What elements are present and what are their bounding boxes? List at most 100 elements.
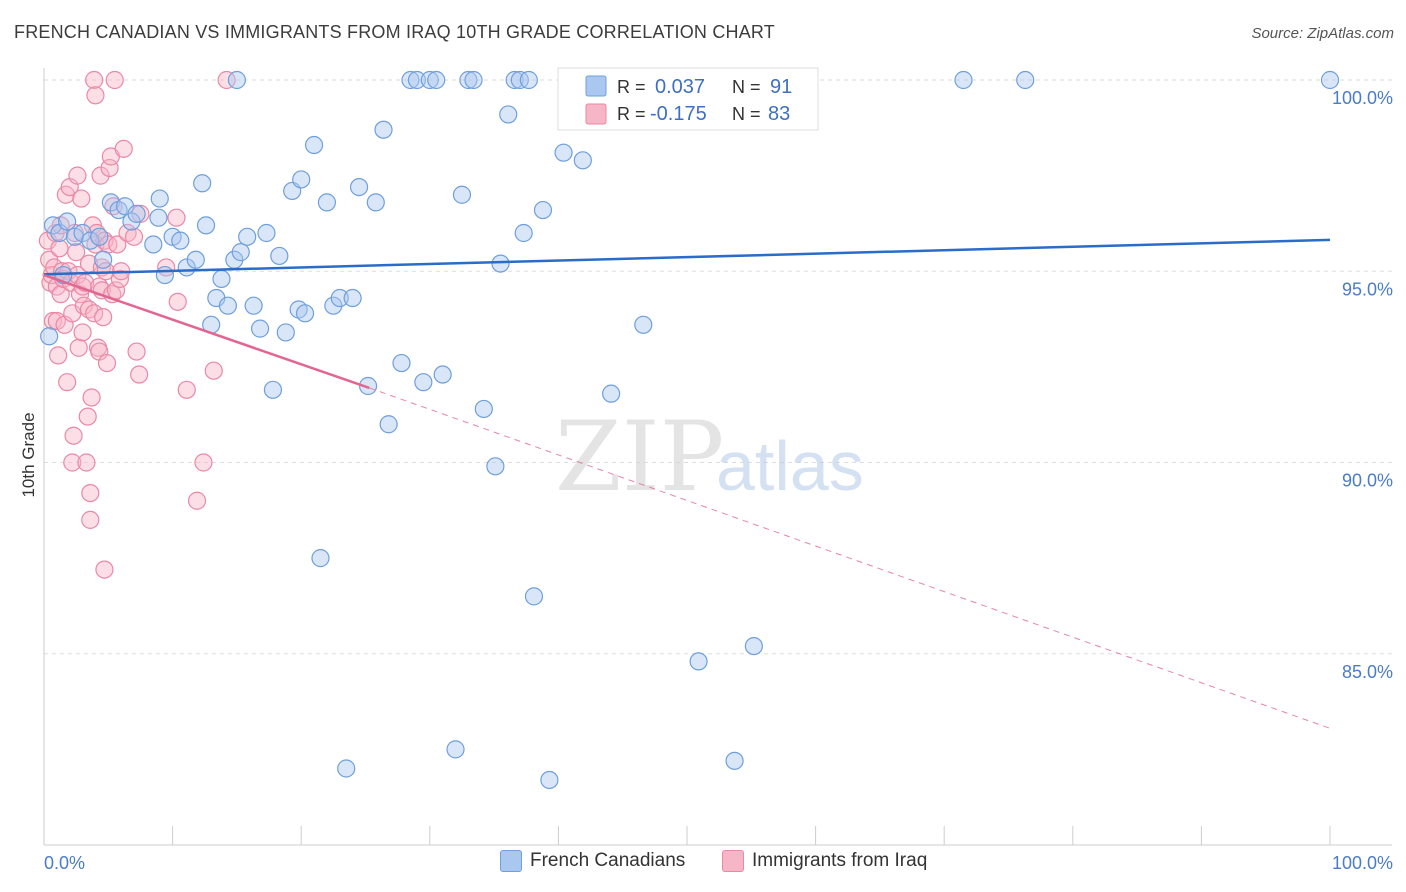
point-french-canadian — [193, 174, 212, 193]
point-french-canadian — [427, 70, 446, 90]
point-french-canadian — [459, 70, 478, 90]
point-iraq — [167, 208, 186, 227]
point-french-canadian — [744, 636, 763, 656]
point-french-canadian — [127, 204, 146, 223]
series-legend: French Canadians Immigrants from Iraq — [0, 850, 1406, 880]
point-iraq — [105, 70, 124, 90]
legend-label-french-canadians: French Canadians — [530, 850, 686, 871]
point-iraq — [100, 158, 119, 178]
point-french-canadian — [392, 353, 411, 373]
point-french-canadian — [1016, 70, 1035, 90]
y-tick-label: 95.0% — [1342, 279, 1393, 299]
chart-title: FRENCH CANADIAN VS IMMIGRANTS FROM IRAQ … — [14, 22, 776, 42]
point-french-canadian — [343, 288, 362, 308]
axis-layer: 85.0% 90.0% 95.0% 100.0% — [43, 68, 1393, 846]
point-french-canadian — [149, 208, 168, 227]
point-iraq — [187, 491, 207, 510]
point-iraq — [58, 373, 77, 392]
point-iraq — [194, 453, 213, 472]
point-french-canadian — [533, 200, 553, 220]
trendline-french-canadians — [43, 238, 1331, 276]
point-french-canadian — [433, 365, 452, 384]
legend-swatch-french-canadians — [585, 75, 607, 97]
legend-r-value-1: 0.037 — [655, 76, 705, 98]
point-french-canadian — [689, 652, 708, 671]
point-french-canadian — [263, 380, 283, 399]
watermark-zip: ZIP — [555, 401, 724, 513]
point-french-canadian — [414, 373, 433, 392]
trendline-iraq — [43, 273, 370, 390]
point-french-canadian — [244, 296, 263, 315]
point-iraq — [72, 189, 91, 208]
point-french-canadian — [94, 250, 113, 269]
point-french-canadian — [452, 185, 472, 204]
point-iraq — [168, 292, 187, 311]
point-iraq — [108, 235, 127, 254]
point-iraq — [177, 380, 196, 399]
point-french-canadian — [40, 327, 59, 346]
point-french-canadian — [491, 254, 510, 273]
point-french-canadian — [270, 246, 289, 266]
point-french-canadian — [58, 212, 77, 231]
point-french-canadian — [227, 70, 246, 90]
point-french-canadian — [186, 250, 205, 269]
y-tick-label: 100.0% — [1332, 88, 1393, 108]
point-french-canadian — [358, 376, 378, 396]
point-iraq — [63, 453, 82, 472]
legend-n-label-1: N = — [732, 77, 761, 97]
point-french-canadian — [101, 193, 120, 212]
point-iraq — [67, 243, 86, 262]
point-french-canadian — [171, 231, 190, 250]
point-french-canadian — [238, 227, 257, 246]
point-french-canadian — [464, 70, 483, 90]
legend-item-iraq: Immigrants from Iraq — [722, 850, 927, 872]
legend-n-value-2: 83 — [768, 103, 790, 125]
point-french-canadian — [317, 193, 337, 212]
point-french-canadian — [407, 70, 427, 90]
point-iraq — [64, 426, 83, 445]
point-iraq — [73, 323, 92, 342]
point-iraq — [68, 265, 87, 285]
legend-item-french-canadians: French Canadians — [500, 850, 685, 872]
point-french-canadian — [337, 759, 356, 778]
point-french-canadian — [499, 105, 518, 124]
legend-n-label-2: N = — [732, 104, 761, 124]
point-french-canadian — [1320, 70, 1340, 90]
point-iraq — [85, 304, 104, 323]
point-french-canadian — [954, 70, 973, 90]
point-french-canadian — [155, 265, 174, 285]
source-label: Source: ZipAtlas.com — [1251, 25, 1394, 42]
point-iraq — [95, 560, 114, 579]
point-french-canadian — [505, 70, 524, 90]
x-tick-label-max: 100.0% — [1332, 853, 1393, 873]
point-french-canadian — [257, 223, 276, 243]
point-iraq — [51, 285, 70, 304]
point-french-canadian — [311, 549, 330, 568]
point-iraq — [94, 308, 113, 327]
point-french-canadian — [446, 740, 465, 759]
point-iraq — [49, 346, 68, 365]
point-french-canadian — [150, 189, 169, 208]
trend-layer — [43, 238, 1331, 729]
point-iraq — [81, 484, 100, 503]
legend-n-value-1: 91 — [770, 76, 792, 98]
point-french-canadian — [366, 193, 385, 212]
point-french-canadian — [634, 315, 653, 334]
point-french-canadian — [374, 120, 393, 139]
point-french-canadian — [292, 170, 311, 189]
point-iraq — [217, 70, 236, 90]
point-french-canadian — [90, 227, 109, 246]
y-tick-label: 85.0% — [1342, 662, 1393, 682]
point-iraq — [82, 388, 101, 407]
point-french-canadian — [401, 70, 420, 90]
point-french-canadian — [330, 288, 349, 308]
point-french-canadian — [725, 751, 744, 770]
point-iraq — [204, 361, 223, 380]
point-iraq — [69, 338, 88, 357]
point-iraq — [114, 139, 133, 158]
x-tick-label-min: 0.0% — [44, 853, 85, 873]
point-french-canadian — [218, 296, 237, 315]
watermark: ZIP atlas — [555, 401, 864, 513]
point-iraq — [85, 70, 104, 90]
